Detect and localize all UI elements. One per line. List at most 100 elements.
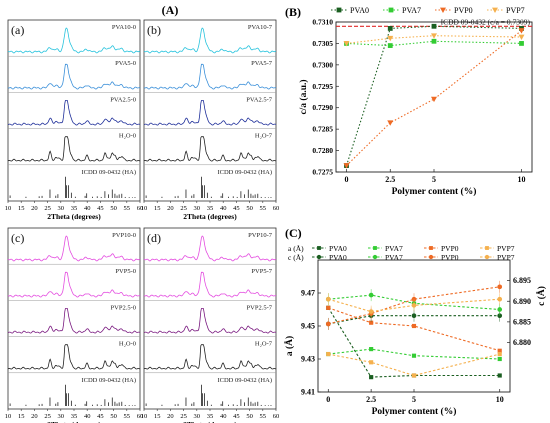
reference-label: ICDD 09-0432 (c/a = 0.7309) — [441, 17, 531, 26]
x-tick-label: 20 — [167, 205, 174, 212]
y-tick-label: 0.7295 — [312, 82, 333, 91]
xrd-trace — [143, 136, 277, 162]
y-axis-title-right: c (Å) — [535, 286, 547, 306]
xrd-trace-label: PVA2.5-0 — [110, 96, 136, 103]
data-point — [519, 41, 524, 46]
xrd-trace-label: H₂O-0 — [119, 341, 136, 348]
xrd-panel: PVA10-7 PVA5-7 PVA2.5-7 H₂O-7 ICDD 09-0432 (… — [141, 19, 280, 221]
legend-prefix: c (Å) — [288, 253, 304, 262]
data-point — [369, 360, 374, 365]
x-tick-label: 25 — [180, 413, 187, 420]
xrd-trace-label: PVP10-7 — [248, 232, 273, 239]
legend-label: PVA7 — [385, 253, 403, 262]
y-tick-label-left: 9.43 — [301, 355, 315, 364]
chart-c-over-a: 0.7275 0.7280 0.7285 0.7290 0.7295 0.7300 0.73… — [298, 6, 533, 197]
xrd-panel: PVP10-0 PVP5-0 PVP2.5-0 H₂O-0 ICDD 09-0432 (… — [5, 227, 144, 423]
data-point — [518, 34, 525, 40]
xrd-panel-letter: (d) — [147, 231, 161, 245]
legend-label: PVA0 — [329, 253, 347, 262]
xrd-panel-letter: (a) — [11, 23, 24, 37]
data-point — [368, 309, 374, 314]
data-point — [518, 28, 525, 34]
data-point — [497, 284, 503, 290]
xrd-trace — [143, 63, 277, 90]
data-point — [492, 7, 498, 13]
data-point — [497, 351, 502, 357]
x-tick-label: 30 — [58, 205, 65, 212]
x-tick-label: 40 — [220, 205, 227, 212]
xrd-trace-label: H₂O-7 — [255, 341, 273, 348]
data-point — [411, 303, 417, 308]
xrd-trace-label: PVA10-7 — [248, 24, 273, 31]
data-point — [369, 320, 374, 325]
legend-label: PVA0 — [350, 6, 369, 15]
x-tick-label: 60 — [137, 413, 144, 420]
x-tick-label: 30 — [194, 413, 201, 420]
data-point — [411, 323, 417, 329]
figure-label-A: (A) — [162, 3, 179, 17]
x-tick-label: 15 — [18, 205, 25, 212]
x-tick-label: 5 — [412, 395, 416, 404]
data-point — [431, 33, 437, 39]
data-point — [485, 246, 489, 250]
xrd-trace-label: ICDD 09-0432 (HA) — [81, 377, 136, 384]
data-point — [387, 35, 394, 42]
y-tick-label-right: 6.895 — [513, 276, 531, 285]
xrd-trace — [7, 235, 141, 262]
series-line — [327, 307, 500, 378]
series-line — [328, 348, 500, 360]
series-line — [328, 315, 500, 325]
x-tick-label: 10 — [141, 413, 148, 420]
y-tick-label-left: 9.41 — [301, 388, 315, 397]
y-tick-label: 0.7280 — [312, 146, 333, 155]
y-tick-label-left: 9.45 — [301, 322, 315, 331]
x-tick-label: 55 — [124, 413, 131, 420]
data-point — [428, 254, 434, 260]
x-tick-label: 55 — [260, 205, 267, 212]
legend-label: PVP7 — [506, 6, 525, 15]
x-tick-label: 2.5 — [366, 395, 376, 404]
y-axis-title-left: a (Å) — [283, 336, 295, 356]
legend-label: PVP0 — [441, 253, 459, 262]
data-point — [497, 313, 503, 319]
xrd-trace-label: ICDD 09-0432 (HA) — [81, 169, 136, 176]
x-tick-label: 60 — [273, 205, 280, 212]
x-tick-label: 15 — [18, 413, 25, 420]
series-line — [345, 25, 522, 166]
figure-label-C: (C) — [285, 226, 302, 240]
xrd-trace-label: ICDD 09-0432 (HA) — [217, 169, 272, 176]
x-tick-label: 20 — [167, 413, 174, 420]
x-axis-title: 2Theta (degrees) — [183, 420, 237, 423]
xrd-trace — [7, 63, 141, 90]
data-point — [497, 348, 502, 353]
data-point — [388, 7, 394, 13]
xrd-trace-label: ICDD 09-0432 (HA) — [217, 377, 272, 384]
data-point — [497, 296, 503, 302]
data-point — [343, 163, 350, 169]
legend: a (Å) PVA0 PVA7 PVP0 PVP7 c (Å) PVA0 PVA7 PVP0 PV… — [288, 244, 515, 262]
xrd-trace — [7, 27, 141, 54]
legend: PVA0 PVA7 PVP0 PVP7 — [331, 6, 525, 15]
x-tick-label: 55 — [260, 413, 267, 420]
data-point — [440, 7, 446, 13]
xrd-trace — [143, 27, 277, 54]
xrd-panels: PVA10-0 PVA5-0 PVA2.5-0 H₂O-0 ICDD 09-0432 (… — [5, 19, 280, 423]
legend-label: PVP7 — [497, 253, 515, 262]
x-tick-label: 50 — [110, 413, 117, 420]
x-tick-label: 35 — [207, 205, 214, 212]
x-tick-label: 45 — [97, 413, 104, 420]
figure-label-B: (B) — [285, 5, 301, 19]
xrd-trace-label: PVP10-0 — [112, 232, 136, 239]
data-point — [431, 96, 437, 103]
y-tick-label-left: 9.47 — [301, 289, 315, 298]
y-tick-label-right: 6.880 — [513, 338, 531, 347]
xrd-trace-label: PVP5-7 — [251, 268, 272, 275]
xrd-trace-label: PVA2.5-7 — [246, 96, 272, 103]
y-tick-label: 0.7290 — [312, 103, 333, 112]
xrd-trace — [7, 136, 141, 162]
legend-label: PVP0 — [454, 6, 473, 15]
data-point — [497, 307, 503, 312]
xrd-trace — [143, 100, 277, 126]
x-tick-label: 5 — [432, 175, 436, 184]
data-point — [497, 373, 502, 378]
